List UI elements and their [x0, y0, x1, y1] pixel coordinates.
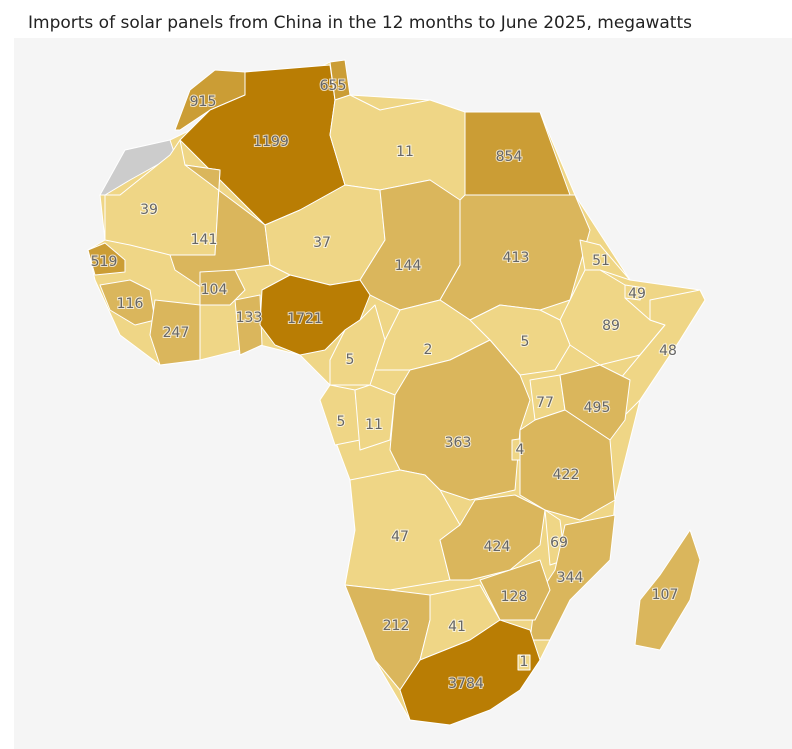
country [634, 529, 701, 651]
value-label: 141 [191, 232, 218, 248]
value-label: 47 [391, 529, 409, 545]
value-label: 144 [395, 258, 422, 274]
value-label: 495 [584, 400, 611, 416]
value-label: 48 [659, 343, 677, 359]
country [399, 619, 541, 726]
country [234, 294, 263, 356]
value-label: 422 [553, 467, 580, 483]
country [87, 242, 126, 276]
value-label: 128 [501, 589, 528, 605]
value-label: 2 [424, 342, 433, 358]
value-label: 247 [163, 325, 190, 341]
value-label: 1 [520, 654, 529, 670]
value-label: 519 [91, 254, 118, 270]
value-label: 104 [201, 282, 228, 298]
country [517, 654, 531, 671]
country [464, 111, 571, 196]
country [199, 269, 246, 306]
value-label: 655 [320, 78, 347, 94]
value-label: 41 [448, 619, 466, 635]
value-label: 37 [313, 235, 331, 251]
value-label: 11 [365, 417, 383, 433]
value-label: 69 [550, 535, 568, 551]
country [529, 514, 616, 641]
value-label: 133 [236, 310, 263, 326]
value-label: 5 [521, 334, 530, 350]
value-label: 89 [602, 318, 620, 334]
value-label: 344 [557, 570, 584, 586]
value-label: 11 [396, 144, 414, 160]
value-label: 363 [445, 435, 472, 451]
value-label: 4 [516, 442, 525, 458]
value-label: 5 [346, 352, 355, 368]
value-label: 51 [592, 253, 610, 269]
value-label: 1199 [253, 134, 289, 150]
value-label: 49 [628, 286, 646, 302]
value-label: 77 [536, 395, 554, 411]
value-label: 413 [503, 250, 530, 266]
value-label: 107 [652, 587, 679, 603]
chart-title: Imports of solar panels from China in th… [28, 13, 692, 33]
value-label: 1721 [287, 311, 323, 327]
value-label: 212 [383, 618, 410, 634]
country [519, 409, 616, 521]
value-label: 3784 [448, 676, 484, 692]
value-label: 39 [140, 202, 158, 218]
value-label: 854 [496, 149, 523, 165]
value-label: 424 [484, 539, 511, 555]
value-label: 5 [337, 414, 346, 430]
regions [87, 59, 706, 726]
value-label: 116 [117, 296, 144, 312]
value-label: 915 [190, 94, 217, 110]
country [149, 299, 201, 366]
country [439, 494, 546, 581]
